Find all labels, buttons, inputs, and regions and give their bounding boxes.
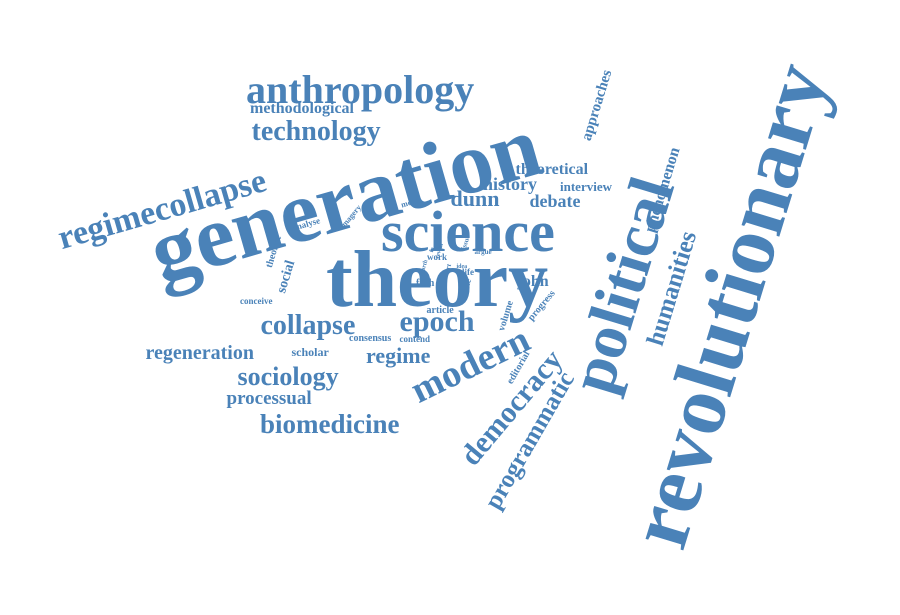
- word-fifth: fifth: [416, 278, 435, 289]
- word-argue: argue: [474, 247, 492, 256]
- word-methodological: methodological: [250, 100, 354, 117]
- word-science: science: [381, 199, 555, 264]
- word-approaches: approaches: [578, 67, 615, 143]
- word-sociology: sociology: [237, 362, 339, 391]
- word-consensus: consensus: [349, 333, 392, 344]
- word-article: article: [426, 305, 454, 316]
- word-interview: interview: [560, 178, 612, 194]
- word-theory: theory: [326, 236, 549, 324]
- word-dunn: dunn: [450, 186, 500, 211]
- word-john: john: [517, 273, 549, 290]
- word-epoch: epoch: [399, 305, 475, 338]
- word-regeneration: regeneration: [145, 342, 255, 364]
- word-theoretical: theoretical: [515, 161, 589, 178]
- word-history: history: [483, 174, 537, 194]
- word-debate: debate: [529, 191, 581, 211]
- word-technology: technology: [251, 116, 381, 147]
- word-contend: contend: [399, 333, 431, 344]
- word-anthropology: anthropology: [246, 67, 475, 112]
- word-idea: idea: [456, 264, 468, 270]
- word-work: work: [427, 251, 447, 262]
- word-regime: regime: [366, 343, 431, 368]
- word-processual: processual: [226, 387, 312, 409]
- word-scholar: scholar: [291, 345, 329, 359]
- word-life: life: [462, 266, 474, 277]
- word-conceive: conceive: [240, 295, 273, 306]
- word-collapse: collapse: [260, 310, 356, 341]
- word-biomedicine: biomedicine: [260, 408, 400, 439]
